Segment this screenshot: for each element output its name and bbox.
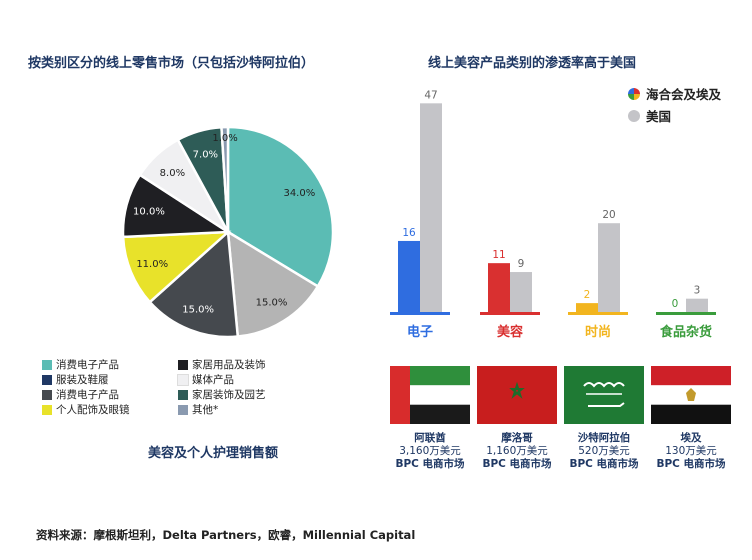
legend-item: 其他* (178, 402, 218, 417)
category-label: 美容 (497, 324, 523, 340)
uae-flag (390, 366, 470, 424)
legend-label: 媒体产品 (192, 374, 234, 386)
legend-swatch (178, 389, 188, 400)
market-amount: 520万美元 (578, 445, 630, 457)
pie-slice-label: 15.0% (256, 297, 288, 308)
category-label: 时尚 (585, 324, 611, 340)
pie-slice-label: 8.0% (160, 168, 185, 179)
legend-item-usa: 美国 (628, 106, 671, 125)
market-label: BPC 电商市场 (656, 458, 726, 470)
legend-label: 服装及鞋履 (56, 374, 109, 386)
market-caption-saudi: 沙特阿拉伯 520万美元 BPC 电商市场 (558, 432, 650, 471)
market-caption-uae: 阿联酋 3,160万美元 BPC 电商市场 (384, 432, 476, 471)
bar-value-label: 20 (602, 209, 615, 221)
legend-item: 家居装饰及园艺 (178, 387, 266, 402)
category-underline (568, 312, 628, 315)
legend-swatch (42, 374, 52, 385)
market-name: 摩洛哥 (501, 432, 533, 444)
market-caption-morocco: 摩洛哥 1,160万美元 BPC 电商市场 (471, 432, 563, 471)
bar-gcc-egypt (576, 303, 598, 312)
bar-value-label: 0 (672, 298, 679, 310)
category-label: 食品杂货 (660, 324, 712, 340)
market-name: 沙特阿拉伯 (577, 432, 631, 444)
legend-label: 家居用品及装饰 (192, 359, 266, 371)
bar-value-label: 16 (402, 227, 416, 239)
bar-usa (686, 298, 708, 312)
legend-item-gcc-egypt: 海合会及埃及 (628, 84, 721, 103)
pie-slice-label: 34.0% (283, 188, 315, 199)
market-name: 阿联酋 (414, 432, 446, 444)
color-wheel-icon (628, 87, 640, 100)
legend-item: 服装及鞋履 (42, 372, 109, 387)
market-amount: 3,160万美元 (399, 445, 461, 457)
bar-value-label: 11 (492, 249, 505, 261)
bar-gcc-egypt (488, 263, 510, 312)
pie-chart: 34.0% 15.0% 15.0% 11.0% 10.0% 8.0% 7.0% 1.0% (121, 125, 335, 339)
category-underline (390, 312, 450, 315)
market-label: BPC 电商市场 (569, 458, 639, 470)
category-underline (656, 312, 716, 315)
legend-label: 消费电子产品 (56, 389, 119, 401)
legend-swatch (42, 389, 52, 400)
bar-value-label: 2 (584, 289, 591, 301)
legend-label: 个人配饰及眼镜 (56, 404, 130, 416)
legend-item: 个人配饰及眼镜 (42, 402, 130, 417)
legend-swatch (178, 404, 188, 415)
legend-label: 美国 (646, 109, 672, 124)
market-label: BPC 电商市场 (395, 458, 465, 470)
market-amount: 130万美元 (665, 445, 717, 457)
bar-usa (510, 272, 532, 312)
legend-swatch (178, 359, 188, 370)
saudi-flag (564, 366, 644, 424)
bar-gcc-egypt (398, 240, 420, 312)
pie-slice-label: 15.0% (182, 304, 214, 315)
legend-label: 其他* (192, 404, 219, 416)
legend-swatch (42, 359, 52, 370)
pie-chart-title: 按类别区分的线上零售市场（只包括沙特阿拉伯） (28, 56, 315, 71)
market-caption-egypt: 埃及 130万美元 BPC 电商市场 (645, 432, 737, 471)
legend-label: 海合会及埃及 (646, 87, 722, 102)
market-amount: 1,160万美元 (486, 445, 548, 457)
legend-item: 媒体产品 (177, 372, 234, 387)
legend-item: 消费电子产品 (42, 387, 119, 402)
legend-item: 家居用品及装饰 (178, 357, 266, 372)
legend-label: 消费电子产品 (56, 359, 119, 371)
egypt-flag (651, 366, 731, 424)
pie-slice (148, 229, 240, 339)
bar-usa (420, 103, 442, 312)
pie-slice-label: 10.0% (133, 207, 165, 218)
legend-label: 家居装饰及园艺 (192, 389, 266, 401)
beauty-sales-caption: 美容及个人护理销售额 (148, 446, 279, 461)
bar-value-label: 47 (424, 89, 437, 101)
category-underline (480, 312, 540, 315)
bar-value-label: 3 (694, 285, 701, 297)
bar-chart: 16 47 电子 11 9 美容 2 20 时尚 0 3 食品杂货 (390, 89, 716, 340)
pie-slice (220, 125, 230, 233)
pie-slice-label: 7.0% (193, 149, 218, 160)
legend-swatch (42, 404, 52, 415)
morocco-flag (477, 366, 557, 424)
legend-item: 消费电子产品 (42, 357, 119, 372)
bar-usa (598, 223, 620, 312)
bar-value-label: 9 (518, 258, 525, 270)
source-note: 资料来源：摩根斯坦利，Delta Partners，欧睿，Millennial … (36, 528, 416, 542)
legend-swatch (177, 373, 189, 386)
category-label: 电子 (407, 324, 433, 340)
bar-chart-title: 线上美容产品类别的渗透率高于美国 (428, 56, 637, 71)
pie-slice (226, 229, 320, 338)
legend-dot (628, 109, 640, 122)
pie-slice-label: 1.0% (212, 133, 237, 144)
market-name: 埃及 (680, 432, 702, 444)
market-label: BPC 电商市场 (482, 458, 552, 470)
pie-slice (121, 230, 232, 304)
pie-slice-label: 11.0% (136, 259, 168, 270)
